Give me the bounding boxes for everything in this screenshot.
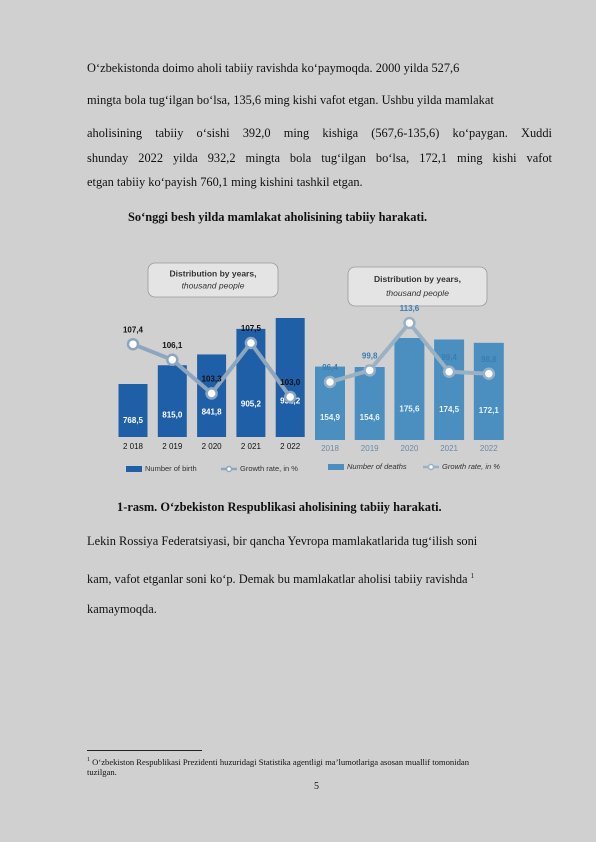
growth-label: 107,4 xyxy=(123,325,144,334)
growth-label: 103,3 xyxy=(202,375,223,384)
bar-label: 841,8 xyxy=(202,407,223,416)
text-line: mingta bola tug‘ilgan bo‘lsa, 135,6 ming… xyxy=(87,93,494,107)
footnote-mark: 1 xyxy=(87,757,90,763)
text-line: kamaymoqda. xyxy=(87,602,157,616)
chart-title: Distribution by years, xyxy=(374,274,461,284)
legend-label: Number of birth xyxy=(145,464,197,473)
x-tick-label: 2 019 xyxy=(162,442,183,451)
text-line: O‘zbekistonda doimo aholi tabiiy ravishd… xyxy=(87,61,460,75)
bar xyxy=(354,367,385,440)
x-tick-label: 2 018 xyxy=(123,442,144,451)
growth-label: 98,8 xyxy=(481,355,497,364)
bar-label: 175,6 xyxy=(399,405,420,414)
text-line: shunday 2022 yilda 932,2 mingta bola tug… xyxy=(87,151,552,165)
bar-label: 154,9 xyxy=(320,413,341,422)
text-line: Lekin Rossiya Federatsiyasi, bir qancha … xyxy=(87,534,478,548)
legend-label: Growth rate, in % xyxy=(240,464,298,473)
heading: So‘nggi besh yilda mamlakat aholisining … xyxy=(128,210,428,224)
legend-swatch xyxy=(225,465,233,473)
footnote-line: 1 O‘zbekiston Respublikasi Prezidenti hu… xyxy=(87,755,547,768)
legend-swatch xyxy=(427,463,435,471)
footnote-line: tuzilgan. xyxy=(87,767,117,777)
title-box xyxy=(347,266,488,307)
growth-point xyxy=(323,375,337,389)
growth-label: 99,8 xyxy=(362,351,378,360)
text-line: etgan tabiiy ko‘payish 760,1 ming kishin… xyxy=(87,175,363,189)
legend-label: Growth rate, in % xyxy=(442,462,500,471)
x-tick-label: 2 022 xyxy=(280,442,301,451)
bar xyxy=(275,318,305,437)
bar-label: 154,6 xyxy=(360,413,381,422)
chart-subtitle: thousand people xyxy=(386,288,449,298)
growth-point xyxy=(166,353,179,367)
caption: 1-rasm. O‘zbekiston Respublikasi aholisi… xyxy=(117,500,442,514)
text: O‘zbekiston Respublikasi Prezidenti huzu… xyxy=(92,756,470,767)
growth-point xyxy=(205,387,218,400)
bar xyxy=(157,365,187,437)
x-tick-label: 2022 xyxy=(480,444,498,453)
growth-label: 113,6 xyxy=(400,304,420,313)
page-number: 5 xyxy=(314,781,319,792)
x-tick-label: 2 020 xyxy=(202,442,223,451)
legend-swatch xyxy=(126,466,142,472)
footnote-ref: 1 xyxy=(470,572,475,580)
chart-subtitle: thousand people xyxy=(182,280,245,290)
bar xyxy=(434,339,465,440)
x-tick-label: 2021 xyxy=(440,444,458,453)
growth-point xyxy=(403,316,416,330)
x-tick-label: 2 021 xyxy=(241,442,262,451)
x-tick-label: 2019 xyxy=(361,444,379,453)
text-line: kam, vafot etganlar soni ko‘p. Demak bu … xyxy=(87,568,552,587)
growth-point xyxy=(244,336,258,350)
title-box xyxy=(147,262,279,298)
x-tick-label: 2020 xyxy=(401,444,419,453)
text-line: aholisining tabiiy o‘sishi 392,0 ming ki… xyxy=(87,126,552,140)
legend-swatch xyxy=(328,464,344,470)
bar-label: 905,2 xyxy=(241,400,262,409)
bar-label: 172,1 xyxy=(479,406,500,415)
growth-label: 107,5 xyxy=(241,324,262,333)
growth-label: 106,1 xyxy=(162,341,183,350)
growth-point xyxy=(442,365,456,378)
growth-point xyxy=(363,364,376,377)
growth-point xyxy=(482,367,496,381)
growth-label: 103,0 xyxy=(280,378,301,387)
bar-label: 174,5 xyxy=(439,405,460,414)
growth-point xyxy=(283,390,297,404)
bar xyxy=(394,338,425,440)
legend-label: Number of deaths xyxy=(347,462,407,471)
bar xyxy=(473,342,504,440)
growth-label: 99,4 xyxy=(441,353,457,362)
bar xyxy=(118,384,148,437)
bar-label: 768,5 xyxy=(123,416,144,425)
text: kam, vafot etganlar soni ko‘p. Demak bu … xyxy=(87,572,468,587)
growth-label: 96,4 xyxy=(322,363,338,372)
chart-title: Distribution by years, xyxy=(170,268,257,278)
x-tick-label: 2018 xyxy=(321,444,339,453)
footnote-rule xyxy=(87,750,202,751)
growth-point xyxy=(126,337,140,351)
bar-label: 815,0 xyxy=(162,411,183,420)
